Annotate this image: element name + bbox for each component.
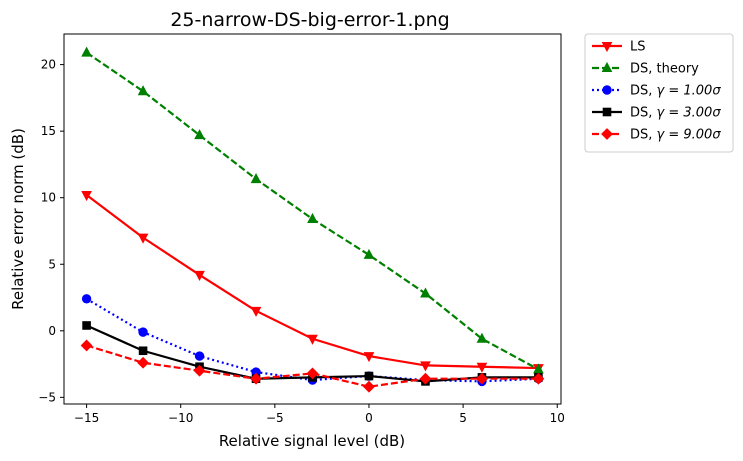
data-point xyxy=(82,321,91,330)
data-point xyxy=(137,233,149,244)
plot-area-frame xyxy=(63,33,562,405)
x-tick-label: −15 xyxy=(74,411,99,425)
data-point xyxy=(137,356,149,369)
legend-item: LS xyxy=(592,40,646,55)
data-point xyxy=(532,372,545,385)
x-tick-label: 10 xyxy=(550,411,565,425)
data-point xyxy=(420,287,431,298)
legend-marker xyxy=(601,42,613,53)
series-5 xyxy=(80,339,545,393)
legend-label: DS, γ = 1.00σ xyxy=(630,84,721,99)
data-point xyxy=(419,372,432,385)
legend-item: DS, γ = 1.00σ xyxy=(592,84,721,99)
x-tick-label: 0 xyxy=(365,411,373,425)
legend-marker xyxy=(601,128,613,140)
y-tick-label: 15 xyxy=(41,124,56,138)
legend-item: DS, theory xyxy=(592,62,699,77)
data-point xyxy=(306,367,319,380)
data-point xyxy=(420,361,431,372)
data-point xyxy=(363,380,375,393)
series-layer xyxy=(80,46,545,393)
legend-marker xyxy=(602,107,612,117)
data-point xyxy=(194,270,205,281)
legend-box xyxy=(584,33,734,153)
y-tick-label: −5 xyxy=(38,390,56,404)
y-tick-label: 5 xyxy=(48,257,56,271)
data-point xyxy=(476,332,488,343)
legend-label: DS, theory xyxy=(630,62,699,77)
data-point xyxy=(307,334,318,345)
data-point xyxy=(364,371,374,381)
legend-marker xyxy=(601,61,613,72)
data-point xyxy=(81,46,92,57)
data-point xyxy=(476,362,488,373)
data-point xyxy=(307,212,318,223)
y-tick-label: 0 xyxy=(48,324,56,338)
data-point xyxy=(363,352,375,363)
series-2 xyxy=(81,46,544,374)
legend-label: LS xyxy=(630,40,646,55)
y-tick-label: 10 xyxy=(41,191,56,205)
series-line xyxy=(85,51,539,371)
x-axis-label: Relative signal level (dB) xyxy=(219,432,405,450)
data-point xyxy=(80,339,93,352)
series-line xyxy=(86,297,539,383)
legend-item: DS, γ = 3.00σ xyxy=(592,106,721,121)
data-point xyxy=(250,372,262,385)
y-axis-label: Relative error norm (dB) xyxy=(9,128,27,310)
data-point xyxy=(137,85,149,96)
data-point xyxy=(193,364,206,377)
x-axis: −15 −10 −5 0 5 10 xyxy=(74,404,565,425)
legend-label: DS, γ = 9.00σ xyxy=(630,128,721,143)
legend-marker xyxy=(602,85,612,95)
x-tick-label: 5 xyxy=(459,411,467,425)
data-point xyxy=(81,191,92,202)
legend-item: DS, γ = 9.00σ xyxy=(592,128,721,143)
x-tick-label: −10 xyxy=(168,411,193,425)
data-point xyxy=(250,173,262,184)
legend-label: DS, γ = 3.00σ xyxy=(630,106,721,121)
data-point xyxy=(476,372,488,385)
series-line xyxy=(86,344,539,388)
y-axis: −5 0 5 10 15 20 xyxy=(38,58,64,404)
data-point xyxy=(363,248,375,259)
chart-title: 25-narrow-DS-big-error-1.png xyxy=(170,9,449,31)
data-point xyxy=(138,327,148,337)
data-point xyxy=(250,306,262,317)
data-point xyxy=(194,351,205,361)
data-point xyxy=(138,346,148,356)
x-tick-label: −5 xyxy=(266,411,284,425)
legend: LS DS, theory DS, γ = 1.00σ DS, γ = 3.00σ DS… xyxy=(584,33,734,153)
data-point xyxy=(81,294,92,304)
y-tick-label: 20 xyxy=(41,58,56,72)
data-point xyxy=(194,129,205,140)
